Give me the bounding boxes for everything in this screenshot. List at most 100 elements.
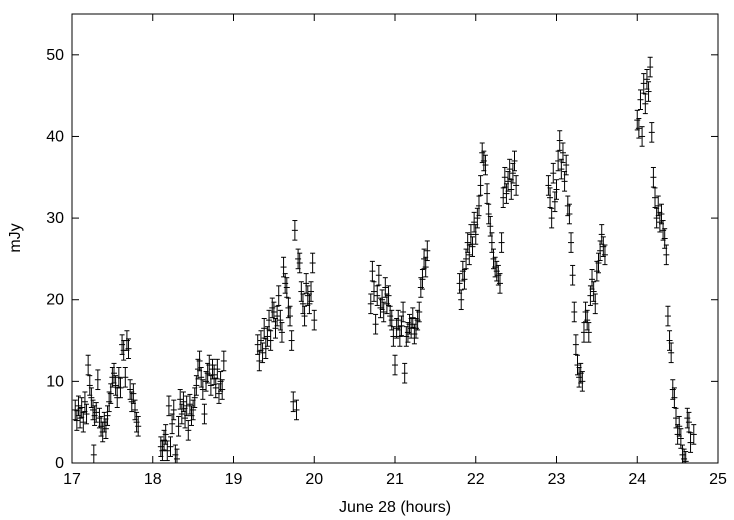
data-point (288, 330, 295, 351)
data-point (267, 330, 274, 351)
y-tick-label: 20 (46, 292, 64, 309)
x-tick-label: 25 (709, 471, 727, 488)
data-point (401, 362, 408, 384)
plot-area (72, 56, 697, 464)
data-point (398, 315, 405, 337)
data-point (687, 432, 694, 453)
data-point (287, 305, 294, 327)
data-point (390, 326, 397, 347)
data-point (164, 440, 171, 462)
data-point (170, 399, 177, 421)
x-tick-label: 24 (628, 471, 646, 488)
data-point (369, 260, 376, 282)
data-point (374, 285, 381, 306)
data-point (493, 260, 500, 282)
data-point (266, 309, 273, 331)
data-point (274, 305, 281, 327)
data-point (259, 342, 266, 364)
data-point (592, 293, 599, 315)
data-point (645, 81, 652, 102)
data-point (668, 342, 675, 364)
data-point (186, 393, 193, 415)
x-tick-label: 19 (225, 471, 243, 488)
data-point (256, 350, 263, 372)
data-point (169, 413, 176, 435)
data-point (601, 244, 608, 266)
data-point (419, 269, 426, 290)
data-point (261, 318, 268, 339)
data-point (90, 444, 97, 464)
data-point (685, 411, 692, 433)
data-point (639, 126, 646, 147)
data-point (309, 252, 316, 274)
data-point (500, 187, 507, 208)
data-point (513, 175, 520, 196)
data-point (75, 395, 82, 417)
y-tick-label: 0 (55, 455, 64, 472)
data-point (469, 236, 476, 257)
data-point (547, 187, 554, 208)
data-point (458, 289, 465, 311)
x-tick-label: 23 (548, 471, 566, 488)
data-point (400, 301, 407, 323)
data-point (585, 322, 592, 343)
data-point (72, 399, 79, 421)
data-point (85, 354, 92, 376)
x-axis: 17 18 19 20 21 22 23 24 25 (63, 14, 727, 488)
data-point (485, 203, 492, 225)
data-point (637, 89, 644, 111)
data-point (201, 403, 208, 425)
data-point (572, 334, 579, 355)
data-point (579, 371, 586, 392)
data-point (308, 281, 315, 302)
data-point (298, 281, 305, 302)
data-point (385, 285, 392, 306)
data-point (461, 269, 468, 290)
data-point (671, 387, 678, 408)
data-point (663, 244, 670, 266)
data-point (556, 130, 563, 151)
data-point (220, 350, 227, 372)
data-point (290, 391, 297, 413)
data-point (495, 264, 502, 286)
data-point (424, 240, 431, 262)
data-point (550, 162, 557, 184)
data-point (647, 56, 654, 78)
data-point (664, 305, 671, 327)
data-point (392, 354, 398, 376)
data-point (674, 424, 681, 445)
data-point (548, 207, 555, 229)
data-point (135, 415, 142, 437)
y-axis: 0 10 20 30 40 50 (46, 47, 718, 472)
data-point (477, 175, 484, 196)
data-point (367, 293, 374, 315)
data-point (219, 379, 226, 400)
data-point (648, 122, 655, 143)
data-point (506, 158, 513, 180)
x-tick-label: 21 (386, 471, 404, 488)
data-point (640, 73, 647, 94)
data-point (650, 166, 657, 188)
data-point (496, 273, 503, 294)
data-point (211, 364, 218, 386)
data-point (568, 232, 575, 253)
data-point (371, 281, 378, 302)
data-point (593, 260, 600, 282)
data-point (282, 273, 289, 294)
data-point (183, 395, 190, 417)
data-point (652, 187, 659, 208)
data-point (580, 322, 587, 343)
data-point (484, 183, 491, 204)
data-point (559, 142, 566, 164)
data-point (569, 264, 576, 286)
data-point (571, 301, 578, 323)
data-point (206, 354, 213, 376)
y-axis-label: mJy (7, 223, 24, 252)
data-point (584, 309, 591, 331)
data-point (257, 330, 264, 351)
data-point (511, 150, 518, 172)
data-point (122, 366, 129, 388)
data-point (80, 411, 87, 433)
x-axis-label: June 28 (hours) (339, 499, 451, 516)
